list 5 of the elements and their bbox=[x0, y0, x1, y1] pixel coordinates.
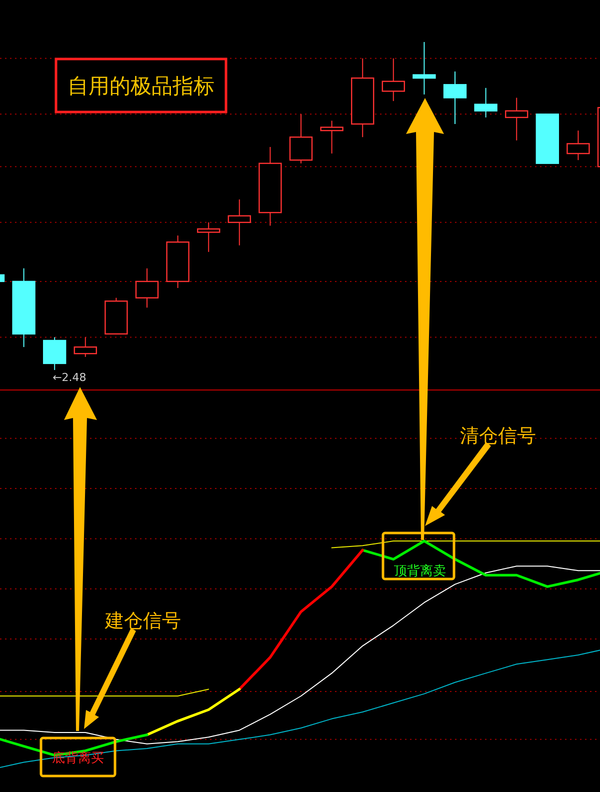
text: 清仓信号 bbox=[460, 425, 536, 447]
annotation: 建仓信号 bbox=[104, 610, 181, 632]
annotation: 顶背离卖 bbox=[394, 563, 446, 579]
text: 自用的极品指标 bbox=[68, 74, 214, 98]
text: ←2.48 bbox=[52, 371, 86, 384]
